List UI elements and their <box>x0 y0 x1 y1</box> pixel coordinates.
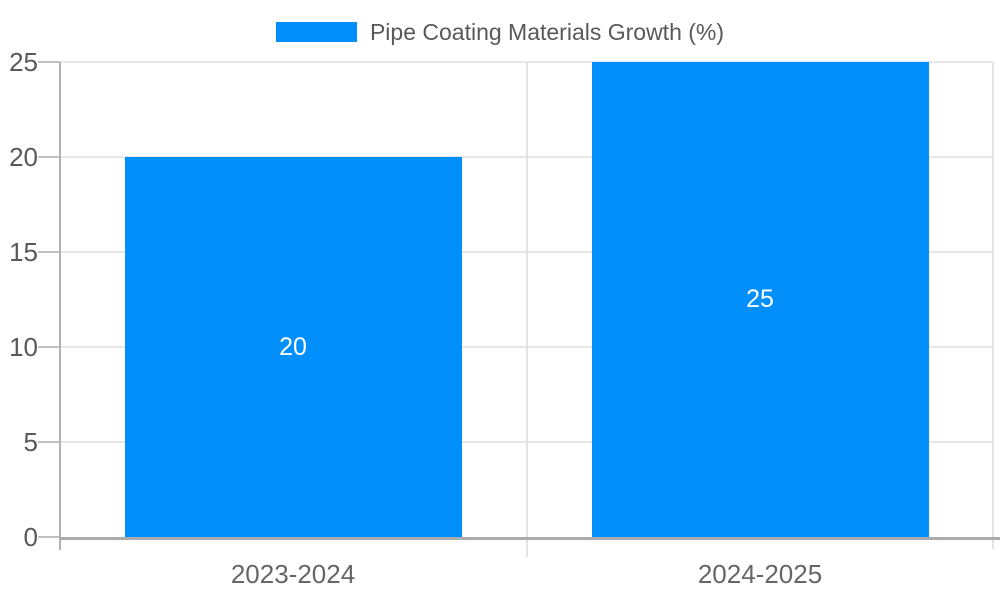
x-axis-label-2024-2025: 2024-2025 <box>697 559 823 589</box>
legend-label: Pipe Coating Materials Growth (%) <box>369 18 725 45</box>
y-axis-label: 10 <box>9 332 38 362</box>
y-axis-label: 20 <box>9 142 38 172</box>
legend-swatch-icon <box>275 22 357 42</box>
y-axis-label: 15 <box>9 237 38 267</box>
y-axis-tick <box>38 441 60 443</box>
y-axis-tick <box>38 251 60 253</box>
plot-right-border <box>992 62 994 549</box>
y-axis-tick <box>38 156 60 158</box>
y-axis-label: 5 <box>23 427 38 457</box>
y-axis-tick <box>38 61 60 63</box>
bar-2023-2024[interactable]: 20 <box>124 157 462 537</box>
y-axis-label: 25 <box>9 47 38 77</box>
y-axis-tick <box>38 536 60 538</box>
x-axis-line <box>59 537 1000 540</box>
category-boundary-gridline <box>525 62 528 557</box>
y-axis-line <box>59 62 61 550</box>
bar-value-label: 20 <box>279 332 307 361</box>
x-axis-label-2023-2024: 2023-2024 <box>230 559 356 589</box>
bar-value-label: 25 <box>746 285 774 313</box>
y-axis-label: 0 <box>23 522 38 552</box>
legend-item[interactable]: Pipe Coating Materials Growth (%) <box>0 17 1000 47</box>
y-axis-tick <box>38 346 60 348</box>
bar-2024-2025[interactable]: 25 <box>591 62 929 537</box>
